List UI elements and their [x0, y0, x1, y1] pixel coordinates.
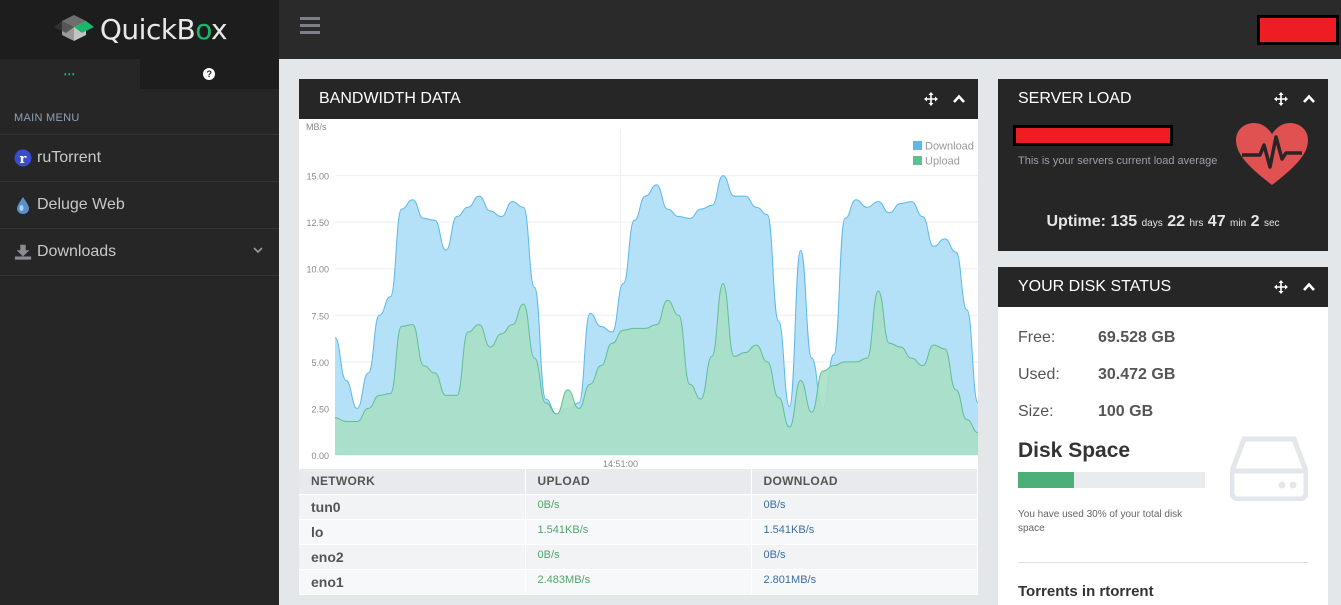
- chevron-down-icon: [253, 247, 263, 254]
- logo-bar: QuickBox: [0, 0, 279, 59]
- table-row: tun0 0B/s 0B/s: [299, 493, 978, 519]
- heartbeat-icon: [1236, 123, 1308, 185]
- y-tick-label: 7.50: [311, 311, 329, 321]
- svg-text:r: r: [20, 152, 27, 167]
- legend-label: Upload: [925, 156, 960, 168]
- bandwidth-panel-header: BANDWIDTH DATA: [299, 79, 978, 119]
- dots-icon: ⋯: [63, 67, 77, 81]
- torrents-title: Torrents in rtorrent: [1018, 583, 1154, 600]
- sidebar-item-rutorrent[interactable]: r ruTorrent: [0, 135, 279, 182]
- hamburger-menu-icon[interactable]: [300, 17, 320, 35]
- move-icon[interactable]: [1274, 92, 1288, 106]
- quickbox-logo[interactable]: QuickBox: [52, 13, 228, 47]
- y-axis-label: MB/s: [306, 122, 327, 132]
- iface-name: eno2: [299, 543, 526, 569]
- deluge-icon: [14, 196, 32, 214]
- iface-name: lo: [299, 518, 526, 544]
- server-load-header: SERVER LOAD: [998, 79, 1328, 119]
- hard-drive-icon: [1230, 436, 1308, 501]
- y-tick-label: 10.00: [306, 265, 329, 275]
- series-upload-line: [334, 283, 979, 434]
- legend-swatch: [913, 141, 922, 150]
- panel-title: YOUR DISK STATUS: [1018, 278, 1172, 295]
- download-rate: 1.541KB/s: [751, 518, 978, 544]
- disk-size-row: Size: 100 GB: [1018, 403, 1154, 420]
- collapse-icon[interactable]: [952, 92, 966, 106]
- disk-used-row: Used: 30.472 GB: [1018, 366, 1176, 383]
- upload-rate: 0B/s: [525, 493, 752, 519]
- y-tick-label: 15.00: [306, 172, 329, 182]
- collapse-icon[interactable]: [1302, 92, 1316, 106]
- main-menu-label: MAIN MENU: [0, 89, 279, 135]
- bandwidth-chart-svg: 0.00 2.50 5.00 7.50 10.00 12.50 15.00 MB/s 14:51…: [306, 122, 979, 469]
- sidebar-item-downloads[interactable]: Downloads: [0, 229, 279, 276]
- table-row: eno1 2.483MB/s 2.801MB/s: [299, 568, 978, 594]
- move-icon[interactable]: [1274, 280, 1288, 294]
- disk-usage-note: You have used 30% of your total disk spa…: [1018, 509, 1183, 534]
- y-tick-label: 2.50: [311, 404, 329, 414]
- y-tick-label: 0.00: [311, 451, 329, 461]
- iface-name: tun0: [299, 493, 526, 519]
- series-download-line: [334, 175, 979, 415]
- disk-space-title: Disk Space: [1018, 439, 1131, 462]
- upload-rate: 1.541KB/s: [525, 518, 752, 544]
- col-upload: UPLOAD: [525, 469, 752, 494]
- divider: [1018, 562, 1308, 563]
- sidebar: ⋯ ? MAIN MENU r ruTorrent Deluge Web Dow…: [0, 59, 279, 605]
- disk-free-row: Free: 69.528 GB: [1018, 329, 1176, 346]
- uptime-readout: Uptime: 135 days 22 hrs 47 min 2 sec: [1046, 213, 1280, 230]
- sidebar-item-label: ruTorrent: [37, 149, 102, 166]
- sidebar-item-label: Deluge Web: [37, 196, 125, 213]
- load-description: This is your servers current load averag…: [1018, 155, 1218, 167]
- table-row: eno2 0B/s 0B/s: [299, 543, 978, 569]
- disk-usage-progress: [1018, 472, 1205, 488]
- logo-text: QuickBox: [99, 13, 228, 46]
- bandwidth-panel: BANDWIDTH DATA 0.00 2.50 5.00 7.50 10.00 12.5…: [299, 79, 979, 595]
- user-menu-redacted[interactable]: [1257, 15, 1339, 45]
- disk-free-value: 69.528 GB: [1098, 329, 1176, 346]
- help-icon: ?: [203, 68, 216, 80]
- cube-icon: [53, 14, 94, 41]
- series-upload-area: [335, 283, 978, 455]
- top-bar: [279, 0, 1341, 59]
- load-average-redacted: [1013, 125, 1173, 146]
- download-rate: 0B/s: [751, 543, 978, 569]
- disk-used-value: 30.472 GB: [1098, 366, 1176, 383]
- server-load-panel: SERVER LOAD This is your servers current…: [998, 79, 1328, 251]
- sidebar-item-deluge[interactable]: Deluge Web: [0, 182, 279, 229]
- tab-main-menu[interactable]: ⋯: [0, 59, 140, 89]
- disk-status-panel: YOUR DISK STATUS Free: 69.528 GB Used: 30.…: [998, 267, 1328, 605]
- rutorrent-icon: r: [14, 149, 32, 167]
- download-rate: 2.801MB/s: [751, 568, 978, 594]
- col-network: NETWORK: [299, 469, 526, 494]
- legend-swatch: [913, 156, 922, 165]
- panel-title: BANDWIDTH DATA: [319, 90, 461, 107]
- collapse-icon[interactable]: [1302, 280, 1316, 294]
- panel-title: SERVER LOAD: [1018, 90, 1132, 107]
- y-tick-label: 5.00: [311, 358, 329, 368]
- bandwidth-chart: 0.00 2.50 5.00 7.50 10.00 12.50 15.00 MB/s 14:51…: [299, 119, 979, 469]
- upload-rate: 2.483MB/s: [525, 568, 752, 594]
- sidebar-item-label: Downloads: [37, 243, 117, 260]
- legend-label: Download: [925, 141, 974, 153]
- download-rate: 0B/s: [751, 493, 978, 519]
- disk-size-value: 100 GB: [1098, 403, 1154, 420]
- y-tick-label: 12.50: [306, 218, 329, 228]
- upload-rate: 0B/s: [525, 543, 752, 569]
- download-icon: [14, 243, 32, 261]
- col-download: DOWNLOAD: [751, 469, 978, 494]
- iface-name: eno1: [299, 568, 526, 594]
- disk-status-header: YOUR DISK STATUS: [998, 267, 1328, 307]
- x-tick-label: 14:51:00: [603, 459, 638, 469]
- table-row: lo 1.541KB/s 1.541KB/s: [299, 518, 978, 544]
- tab-help[interactable]: ?: [139, 59, 279, 89]
- network-table: NETWORK UPLOAD DOWNLOAD tun0 0B/s 0B/s l…: [299, 469, 978, 594]
- move-icon[interactable]: [924, 92, 938, 106]
- sidebar-tabs: ⋯ ?: [0, 59, 279, 89]
